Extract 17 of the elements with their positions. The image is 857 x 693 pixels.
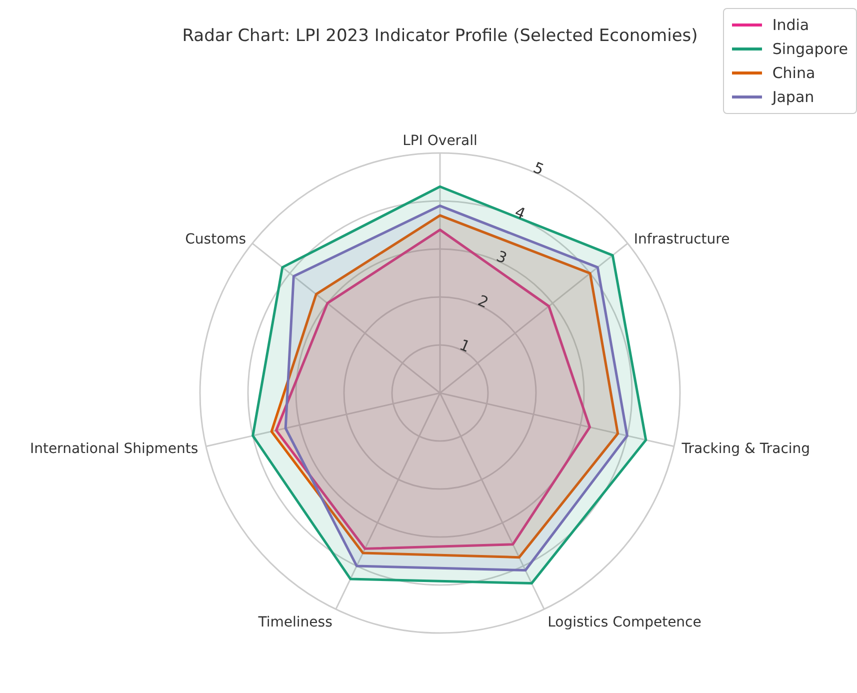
spoke-label: Infrastructure — [634, 231, 730, 248]
y-tick-label: 5 — [530, 158, 546, 179]
legend-label: India — [772, 16, 810, 34]
y-tick-label: 4 — [512, 202, 528, 224]
spoke-label: Timeliness — [257, 614, 332, 630]
spoke-label: International Shipments — [30, 441, 198, 458]
spoke-label: Customs — [185, 231, 246, 248]
spoke-label: Logistics Competence — [548, 614, 702, 630]
spoke-label: LPI Overall — [402, 133, 478, 149]
legend-label: China — [772, 64, 816, 82]
legend-label: Japan — [772, 88, 814, 106]
y-tick-label: 3 — [494, 247, 510, 268]
text: Radar Chart: LPI 2023 Indicator Profile (Selected Economies) — [182, 26, 698, 46]
y-tick-label: 2 — [475, 291, 492, 312]
y-tick-label: 1 — [456, 336, 473, 356]
legend-label: Singapore — [772, 40, 848, 58]
spoke-label: Tracking & Tracing — [680, 441, 810, 458]
